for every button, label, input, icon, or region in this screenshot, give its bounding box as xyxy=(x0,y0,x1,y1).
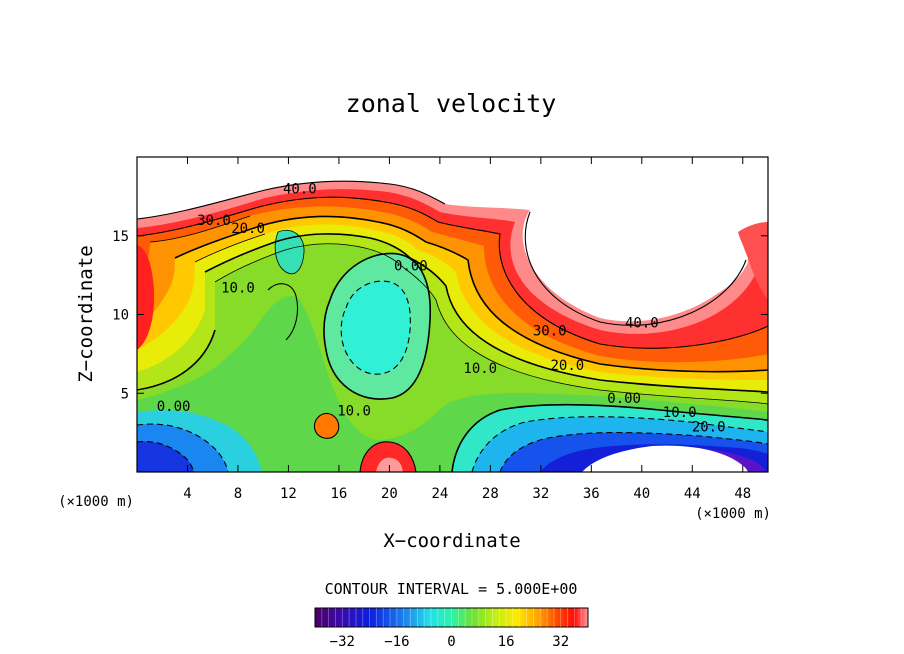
x-tick-label: 8 xyxy=(234,486,242,502)
contour-label: 40.0 xyxy=(283,182,317,198)
contour-neg20 xyxy=(137,431,768,472)
colorbar-stripes xyxy=(321,608,582,627)
contour-label: 30.0 xyxy=(533,323,567,339)
field-masked-top xyxy=(137,157,768,314)
y-tick-label: 5 xyxy=(121,386,129,402)
field-east-arm xyxy=(738,222,768,300)
contour-label: 10.0 xyxy=(221,281,255,297)
x-tick-label: 12 xyxy=(280,486,297,502)
contour-10 xyxy=(204,233,768,393)
x-unit-label-right: (×1000 m) xyxy=(695,506,771,522)
contour-label: 10.0 xyxy=(463,361,497,377)
x-axis-ticks: 4 8 12 16 20 24 28 32 36 40 44 48 xyxy=(183,157,751,502)
field-vortex-inner xyxy=(341,281,411,375)
colorbar-tick-label: −32 xyxy=(330,634,355,650)
field-west-core xyxy=(137,245,155,350)
x-tick-label: 4 xyxy=(183,486,191,502)
field-warm-jet-core xyxy=(376,457,403,472)
x-tick-label: 32 xyxy=(532,486,549,502)
y-axis-label: Z−coordinate xyxy=(75,245,97,382)
y-tick-label: 15 xyxy=(112,229,129,245)
colorbar-tick-label: 32 xyxy=(552,634,569,650)
contour-0 xyxy=(137,252,768,472)
field-masked-bottom xyxy=(582,445,748,472)
contour-label: 0.00 xyxy=(607,391,641,407)
contour-lines xyxy=(137,180,768,472)
contour-40 xyxy=(137,180,747,326)
x-tick-label: 44 xyxy=(684,486,701,502)
contour-label: 40.0 xyxy=(625,315,659,331)
velocity-field xyxy=(137,157,768,472)
chart-title: zonal velocity xyxy=(346,89,557,118)
colorbar-ticks: −32 −16 0 16 32 xyxy=(330,634,569,650)
y-axis-ticks: 5 10 15 xyxy=(112,229,768,402)
x-tick-label: 48 xyxy=(734,486,751,502)
field-band-neg-left3 xyxy=(137,441,194,472)
contour-label: 20.0 xyxy=(692,419,726,435)
x-tick-label: 28 xyxy=(482,486,499,502)
contour-interval-text: CONTOUR INTERVAL = 5.000E+00 xyxy=(325,580,578,598)
contour-neg10 xyxy=(137,280,768,472)
contour-5 xyxy=(149,215,768,405)
x-tick-label: 24 xyxy=(431,486,448,502)
x-tick-label: 20 xyxy=(381,486,398,502)
contour-label: 20.0 xyxy=(231,221,265,237)
colorbar-tick-label: −16 xyxy=(384,634,409,650)
contour-label: 10.0 xyxy=(663,405,697,421)
x-tick-label: 16 xyxy=(330,486,347,502)
field-warm-pocket xyxy=(314,413,339,439)
contour-warm-features xyxy=(267,283,417,472)
y-tick-label: 10 xyxy=(112,308,129,324)
field-warm-jet xyxy=(360,441,416,472)
contour-label: 20.0 xyxy=(550,358,584,374)
contour-label: 0.00 xyxy=(394,259,428,275)
colorbar-tick-label: 16 xyxy=(498,634,515,650)
x-unit-label-left: (×1000 m) xyxy=(58,494,134,510)
x-axis-label: X−coordinate xyxy=(383,530,520,552)
colorbar-tick-label: 0 xyxy=(447,634,455,650)
contour-label: 10.0 xyxy=(337,404,371,420)
contour-30 xyxy=(137,196,768,349)
x-tick-label: 36 xyxy=(583,486,600,502)
contour-label: 30.0 xyxy=(197,213,231,229)
field-cold-pocket xyxy=(275,230,305,274)
contour-label: 0.00 xyxy=(157,399,191,415)
x-tick-label: 40 xyxy=(633,486,650,502)
colorbar xyxy=(314,607,589,628)
contour-20 xyxy=(174,215,768,373)
